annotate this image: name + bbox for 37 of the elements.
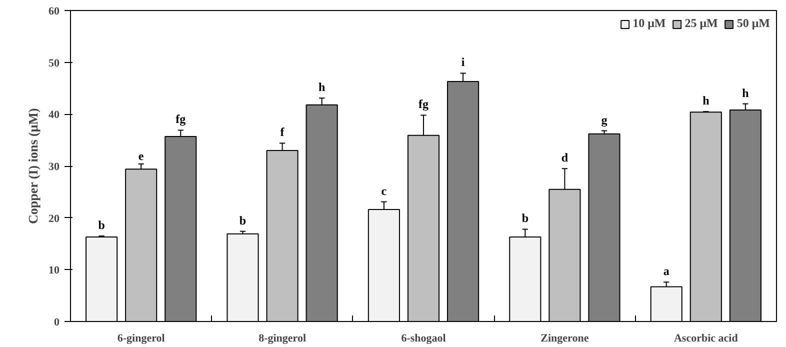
data-label: c [381,184,388,198]
data-label: b [239,213,246,228]
legend-label: 10 μM [632,16,666,31]
y-tick-label: 20 [48,212,60,225]
x-tick-label: 6-shogaol [401,332,446,344]
x-tick-label: Zingerone [540,332,589,344]
data-label: fg [418,97,428,112]
y-tick-label: 10 [48,264,60,277]
bar [650,286,682,322]
bar [86,236,118,322]
legend-label: 25 μM [684,16,718,31]
y-tick-label: 40 [48,109,60,122]
y-tick-label: 30 [48,161,60,173]
legend-label: 50 μM [736,16,770,31]
data-label: h [742,86,750,100]
y-axis-title: Copper (I) ions (μM) [26,108,40,224]
x-tick-label: 6-gingerol [117,332,165,344]
bar [125,168,158,322]
bar [226,233,259,322]
data-label: f [280,125,286,140]
data-label: fg [176,112,186,126]
y-tick-label: 60 [48,6,60,18]
data-label: g [601,112,608,127]
y-tick-label: 50 [48,57,60,70]
bar [588,133,620,322]
data-label: i [461,55,466,70]
data-label: d [561,150,568,165]
data-label: b [522,211,529,226]
data-label: e [138,148,144,163]
bar [690,112,722,322]
x-tick-label: 8-gingerol [258,332,306,344]
y-tick-label: 0 [54,316,60,328]
data-label: h [702,94,710,108]
data-label: a [663,264,670,278]
data-label: b [98,218,106,232]
data-label: h [318,80,326,94]
x-tick-label: Ascorbic acid [674,332,738,344]
